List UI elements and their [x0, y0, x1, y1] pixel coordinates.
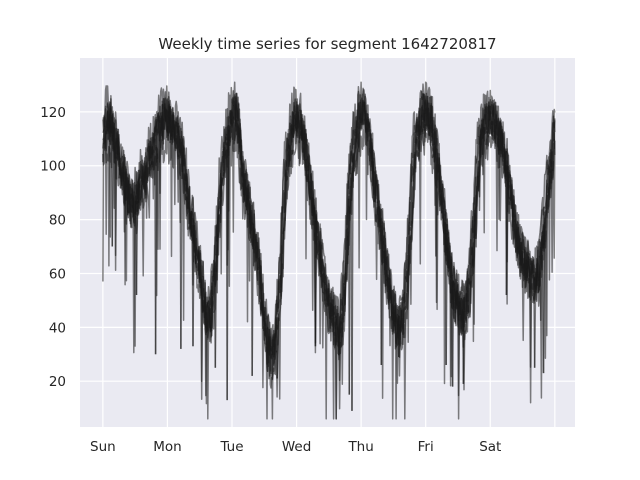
- series-dip: [276, 317, 280, 379]
- series-dip: [192, 224, 195, 347]
- plot-background: [80, 58, 575, 427]
- x-tick-label: Tue: [219, 439, 243, 455]
- series-dip: [380, 229, 384, 366]
- series-dip: [135, 201, 139, 296]
- y-tick-label: 80: [49, 213, 66, 229]
- series-line: [102, 92, 556, 385]
- x-tick-label: Wed: [282, 439, 311, 455]
- x-tick-label: Thu: [347, 439, 373, 455]
- y-tick-label: 20: [49, 374, 66, 390]
- series-dip: [445, 233, 448, 366]
- x-tick-label: Sat: [479, 439, 501, 455]
- series-dip: [398, 324, 401, 357]
- series-dip: [251, 223, 254, 376]
- series-dip: [180, 149, 183, 349]
- y-tick-label: 60: [49, 266, 66, 282]
- series-lines: [102, 81, 556, 420]
- series-dip: [533, 273, 537, 368]
- x-tick-labels: Sun Mon Tue Wed Thu Fri Sat: [90, 439, 501, 455]
- chart-title: Weekly time series for segment 164272081…: [158, 35, 496, 53]
- series-dip: [462, 311, 466, 384]
- series-dip: [154, 146, 158, 355]
- series-dip: [451, 281, 455, 387]
- series-dip: [348, 198, 352, 395]
- series-line: [102, 90, 556, 385]
- series-dip: [314, 220, 318, 347]
- y-tick-labels: 20 40 60 80 100 120: [40, 105, 66, 390]
- series-dip: [111, 130, 115, 247]
- series-dip: [226, 142, 229, 401]
- x-tick-label: Fri: [418, 439, 434, 455]
- series-dip: [351, 165, 354, 411]
- y-tick-label: 100: [40, 159, 66, 175]
- x-tick-label: Sun: [90, 439, 116, 455]
- y-tick-label: 120: [40, 105, 66, 121]
- y-tick-label: 40: [49, 320, 66, 336]
- series-dip: [505, 165, 509, 296]
- x-tick-label: Mon: [153, 439, 181, 455]
- series-dip: [214, 268, 218, 368]
- series-dip: [542, 234, 546, 374]
